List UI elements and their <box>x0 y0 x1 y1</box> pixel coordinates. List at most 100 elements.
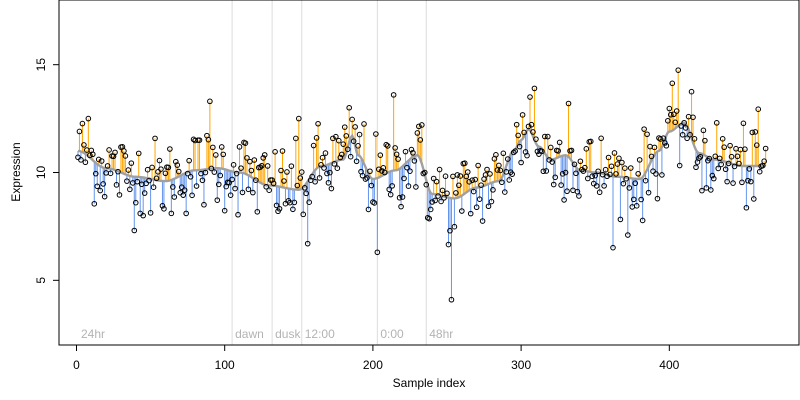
data-point <box>364 175 370 181</box>
data-point <box>380 165 387 171</box>
time-guide-label: 0:00 <box>380 327 404 341</box>
data-point <box>97 187 104 194</box>
data-point <box>124 178 130 184</box>
data-point <box>338 151 345 158</box>
data-point <box>152 135 158 142</box>
data-point <box>710 175 717 182</box>
data-point <box>341 124 348 130</box>
data-point <box>602 166 609 173</box>
data-point <box>134 178 141 185</box>
data-point <box>167 146 173 152</box>
data-point <box>266 187 272 193</box>
data-point <box>464 169 471 175</box>
data-point <box>583 146 590 152</box>
data-point <box>411 158 418 164</box>
data-point <box>303 190 310 197</box>
data-point <box>675 67 682 73</box>
data-point <box>484 166 490 173</box>
data-point <box>153 175 160 182</box>
data-point <box>315 120 321 127</box>
data-point <box>334 165 341 172</box>
data-point <box>260 155 267 161</box>
data-point <box>295 115 302 122</box>
data-point <box>657 136 664 142</box>
data-point <box>525 123 532 130</box>
data-point <box>502 189 508 195</box>
data-point <box>227 192 234 198</box>
data-point <box>87 152 93 159</box>
data-point <box>328 185 335 192</box>
data-point <box>592 172 599 179</box>
data-point <box>627 165 634 171</box>
data-point <box>306 199 312 205</box>
data-point <box>620 180 627 187</box>
data-point <box>387 191 394 198</box>
data-point <box>258 162 265 169</box>
data-point <box>687 131 693 138</box>
data-point <box>402 148 409 155</box>
data-point <box>399 194 406 200</box>
data-point <box>213 152 219 158</box>
data-point <box>441 195 447 201</box>
data-point <box>700 127 707 134</box>
data-point <box>346 104 352 111</box>
data-point <box>269 177 275 183</box>
data-point <box>404 164 410 171</box>
data-point <box>556 139 563 146</box>
data-point <box>211 169 218 175</box>
data-point <box>254 208 261 215</box>
data-point <box>210 144 216 151</box>
data-point <box>419 122 425 128</box>
data-point <box>638 196 644 203</box>
data-point <box>469 177 476 184</box>
data-point <box>718 161 724 168</box>
data-point <box>291 199 298 206</box>
data-point <box>168 210 175 217</box>
data-point <box>172 158 179 165</box>
x-tick-label: 0 <box>73 358 80 372</box>
data-point <box>467 210 474 217</box>
data-point <box>648 153 655 160</box>
data-point <box>633 203 640 209</box>
data-point <box>506 177 513 183</box>
data-point <box>340 141 347 147</box>
x-tick-label: 200 <box>363 358 383 372</box>
data-point <box>653 171 659 177</box>
data-point <box>691 136 698 142</box>
data-point <box>644 131 650 138</box>
data-point <box>466 179 473 185</box>
data-point <box>405 183 412 189</box>
data-point <box>261 152 268 158</box>
data-point <box>690 114 696 121</box>
data-point <box>91 200 98 207</box>
data-point <box>384 143 391 149</box>
data-point <box>316 175 323 181</box>
data-point <box>439 187 446 194</box>
data-point <box>132 199 139 206</box>
data-point <box>748 178 754 185</box>
data-point <box>253 177 259 184</box>
data-point <box>147 210 154 216</box>
data-point <box>430 175 437 182</box>
data-point <box>248 167 255 174</box>
data-point <box>461 160 468 167</box>
data-point <box>156 157 163 164</box>
data-point <box>325 179 332 186</box>
data-point <box>251 157 258 163</box>
data-point <box>734 153 741 160</box>
data-point <box>196 137 203 143</box>
data-point <box>571 161 578 168</box>
data-point <box>230 162 237 168</box>
data-point <box>202 169 209 176</box>
data-point <box>559 171 566 177</box>
data-point <box>442 173 449 179</box>
data-point <box>408 146 415 153</box>
data-point <box>749 129 756 136</box>
data-point <box>417 137 424 143</box>
data-point <box>742 146 748 153</box>
x-tick-label: 400 <box>659 358 679 372</box>
data-point <box>605 154 612 161</box>
data-point <box>459 208 465 214</box>
data-point <box>678 123 684 129</box>
